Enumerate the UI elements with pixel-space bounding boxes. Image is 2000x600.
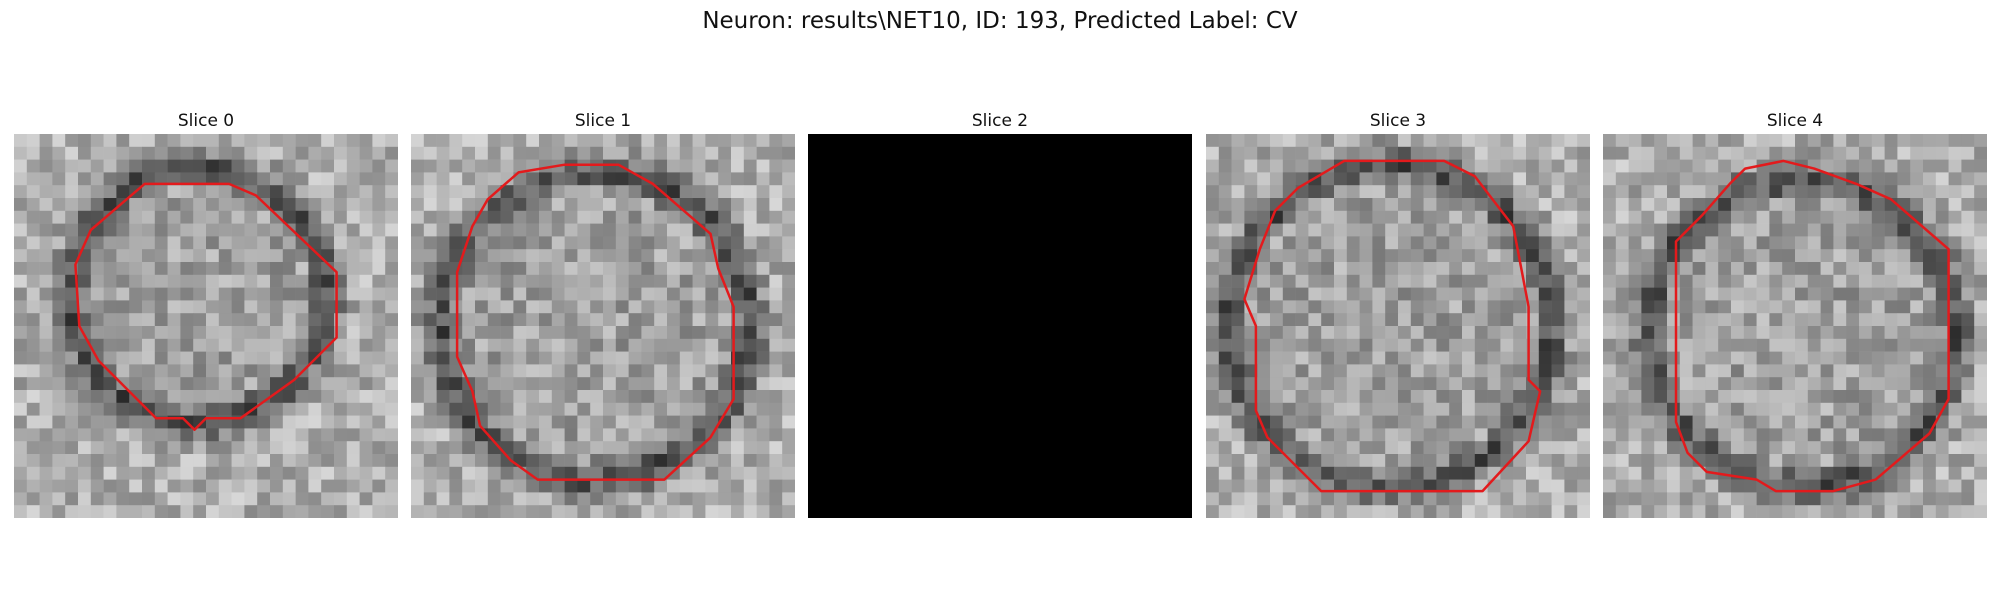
slice-title-3: Slice 3	[1369, 111, 1427, 131]
slice-panel-4: Slice 4	[1603, 108, 1987, 518]
slice-image-4	[1603, 134, 1987, 518]
segmentation-contour	[1674, 159, 1950, 493]
blank-slice-fill	[808, 134, 1192, 518]
segmentation-contour	[1243, 159, 1542, 493]
slice-panel-1: Slice 1	[411, 108, 795, 518]
segmentation-contour	[74, 182, 338, 431]
slice-title-0: Slice 0	[177, 111, 235, 131]
slice-panel-3: Slice 3	[1206, 108, 1590, 518]
figure-title: Neuron: results\NET10, ID: 193, Predicte…	[702, 8, 1298, 34]
slice-image-0	[14, 134, 398, 518]
micrograph-pixels	[14, 134, 398, 518]
slice-image-1	[411, 134, 795, 518]
slice-image-2	[808, 134, 1192, 518]
segmentation-contour	[455, 163, 735, 481]
slice-panel-0: Slice 0	[14, 108, 398, 518]
micrograph-pixels	[1603, 134, 1987, 518]
micrograph-pixels	[1206, 134, 1590, 518]
slice-title-4: Slice 4	[1766, 111, 1824, 131]
slice-panel-2: Slice 2	[808, 108, 1192, 518]
micrograph-pixels	[411, 134, 795, 518]
slice-image-3	[1206, 134, 1590, 518]
slice-title-2: Slice 2	[971, 111, 1029, 131]
slice-title-1: Slice 1	[574, 111, 632, 131]
